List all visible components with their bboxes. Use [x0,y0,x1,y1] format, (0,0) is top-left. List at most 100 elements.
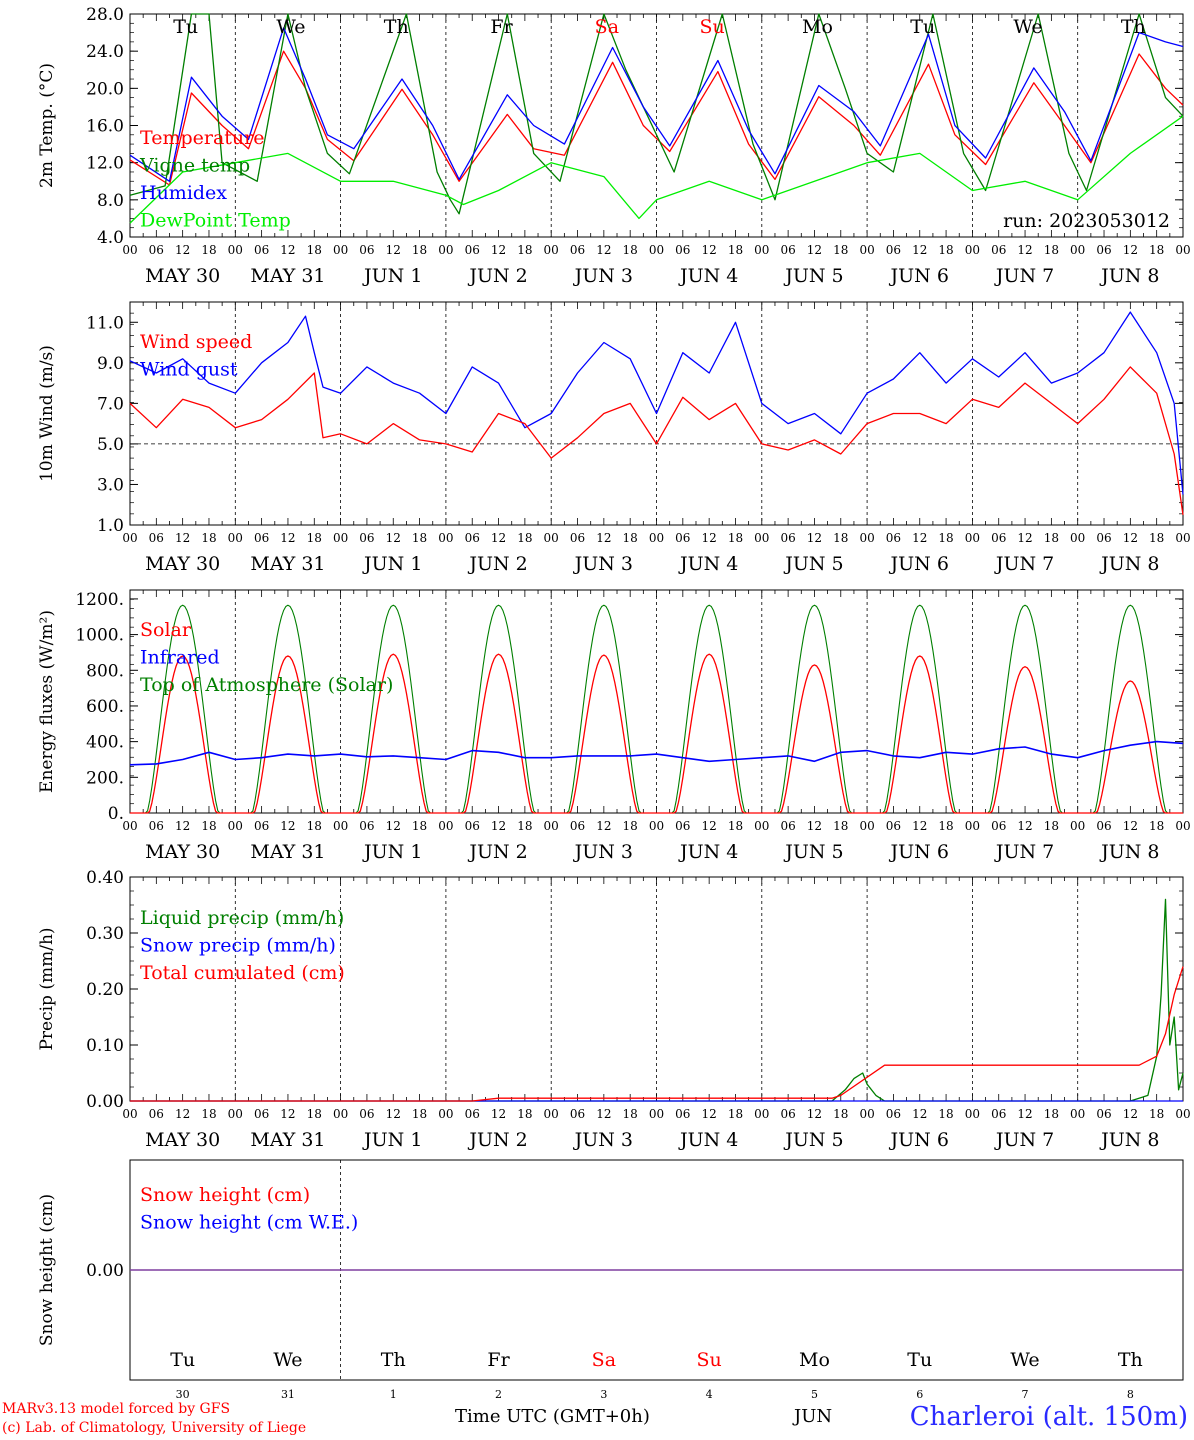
precip-hour-label: 06 [675,1107,690,1121]
energy-hour-label: 12 [175,819,190,833]
snow-y-axis-label: Snow height (cm) [37,1194,57,1346]
temp-hour-label: 06 [991,243,1006,257]
wind-hour-label: 06 [254,531,269,545]
temp-hour-label: 12 [1123,243,1138,257]
energy-y-tick-label: 200. [86,768,124,788]
wind-hour-label: 12 [280,531,295,545]
precip-hour-label: 18 [517,1107,532,1121]
precip-hour-label: 18 [307,1107,322,1121]
temp-weekday-label: Mo [802,16,833,38]
precip-hour-label: 12 [280,1107,295,1121]
energy-hour-label: 18 [623,819,638,833]
wind-date-label: JUN 4 [678,553,738,575]
bottom-day-number: 2 [495,1388,502,1401]
wind-hour-label: 18 [517,531,532,545]
energy-hour-label: 00 [438,819,453,833]
temp-y-tick-label: 20.0 [86,79,124,99]
wind-hour-label: 18 [833,531,848,545]
precip-hour-label: 00 [122,1107,137,1121]
precip-legend-entry: Liquid precip (mm/h) [140,907,344,929]
wind-hour-label: 00 [965,531,980,545]
precip-hour-label: 00 [438,1107,453,1121]
temp-series-line [129,50,1184,186]
temp-hour-label: 12 [912,243,927,257]
precip-hour-label: 18 [938,1107,953,1121]
wind-y-tick-label: 5.0 [97,435,124,455]
wind-hour-label: 06 [991,531,1006,545]
temp-y-tick-label: 28.0 [86,5,124,25]
wind-hour-label: 18 [1149,531,1164,545]
energy-hour-label: 00 [1175,819,1190,833]
wind-hour-label: 00 [1175,531,1190,545]
energy-legend-entry: Infrared [140,647,220,669]
temp-weekday-label: Th [1121,16,1146,38]
temp-hour-label: 18 [938,243,953,257]
temp-hour-label: 06 [570,243,585,257]
temp-hour-label: 18 [517,243,532,257]
energy-date-label: JUN 8 [1099,841,1159,863]
precip-hour-label: 06 [1096,1107,1111,1121]
wind-hour-label: 18 [938,531,953,545]
energy-hour-label: 18 [307,819,322,833]
energy-hour-label: 06 [465,819,480,833]
temp-hour-label: 00 [544,243,559,257]
temp-date-label: MAY 30 [145,265,220,287]
temp-hour-label: 18 [307,243,322,257]
precip-hour-label: 12 [386,1107,401,1121]
energy-hour-label: 06 [780,819,795,833]
precip-hour-label: 00 [333,1107,348,1121]
precip-date-label: JUN 6 [889,1129,949,1151]
precip-date-label: JUN 7 [994,1129,1054,1151]
wind-hour-label: 18 [728,531,743,545]
snow-weekday-label: Th [381,1349,406,1371]
wind-y-tick-label: 9.0 [97,354,124,374]
temp-y-tick-label: 24.0 [86,42,124,62]
temp-hour-label: 00 [228,243,243,257]
energy-hour-label: 00 [228,819,243,833]
temp-hour-label: 00 [859,243,874,257]
energy-date-label: MAY 30 [145,841,220,863]
temp-hour-label: 12 [1017,243,1032,257]
wind-hour-label: 00 [754,531,769,545]
energy-hour-label: 18 [833,819,848,833]
temp-weekday-label: Th [384,16,409,38]
temp-hour-label: 18 [1149,243,1164,257]
energy-y-tick-label: 1200. [75,590,124,610]
precip-hour-label: 12 [1017,1107,1032,1121]
precip-hour-label: 06 [254,1107,269,1121]
energy-hour-label: 00 [649,819,664,833]
energy-hour-label: 18 [1149,819,1164,833]
energy-hour-label: 18 [1044,819,1059,833]
precip-series-line [130,966,1184,1102]
temp-hour-label: 06 [465,243,480,257]
wind-hour-label: 18 [201,531,216,545]
wind-hour-label: 18 [412,531,427,545]
temp-hour-label: 06 [780,243,795,257]
precip-hour-label: 18 [412,1107,427,1121]
precip-hour-label: 00 [859,1107,874,1121]
wind-hour-label: 12 [386,531,401,545]
snow-weekday-label: Tu [170,1349,195,1371]
energy-hour-label: 06 [359,819,374,833]
bottom-day-number: 6 [916,1388,923,1401]
precip-date-label: JUN 8 [1099,1129,1159,1151]
precip-hour-label: 18 [728,1107,743,1121]
energy-infrared-line [129,740,1184,766]
precip-y-tick-label: 0.40 [86,868,124,888]
energy-hour-label: 18 [517,819,532,833]
precip-hour-label: 12 [807,1107,822,1121]
temp-date-label: JUN 1 [362,265,422,287]
precip-hour-label: 12 [912,1107,927,1121]
bottom-day-number: 4 [706,1388,713,1401]
temp-hour-label: 00 [965,243,980,257]
energy-hour-label: 00 [1070,819,1085,833]
energy-hour-label: 12 [386,819,401,833]
run-label: run: 2023053012 [1003,210,1170,232]
energy-hour-label: 06 [254,819,269,833]
precip-hour-label: 12 [596,1107,611,1121]
bottom-day-number: 30 [176,1388,190,1401]
precip-y-axis-label: Precip (mm/h) [37,927,57,1050]
wind-hour-label: 00 [228,531,243,545]
precip-y-tick-label: 0.10 [86,1036,124,1056]
energy-hour-label: 12 [702,819,717,833]
